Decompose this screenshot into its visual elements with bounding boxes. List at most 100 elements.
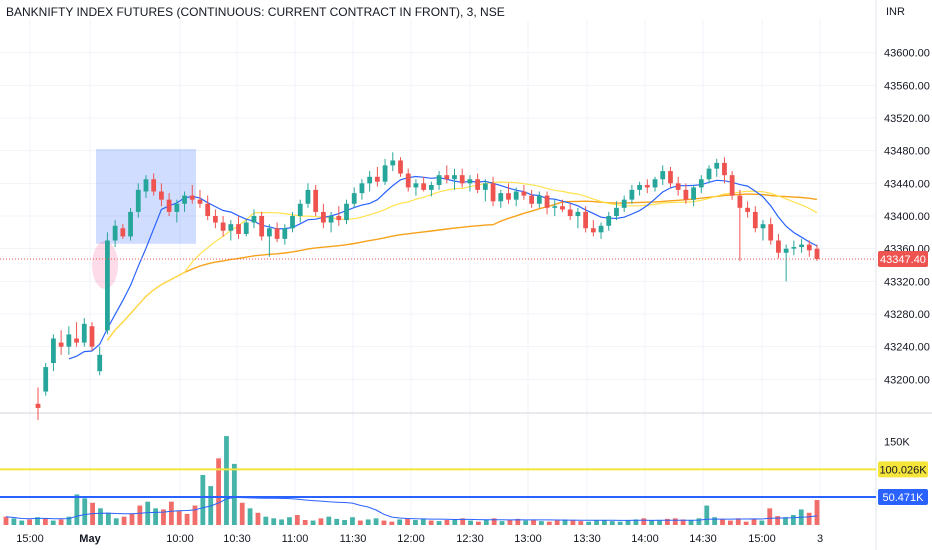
candle-body — [213, 216, 218, 223]
volume-bar — [50, 520, 56, 525]
volume-bar — [570, 520, 576, 525]
candle-body — [737, 195, 743, 208]
volume-bar — [318, 518, 324, 525]
price-tick-label: 43520.00 — [884, 113, 930, 125]
candle-body — [135, 189, 141, 212]
chart-title: BANKNIFTY INDEX FUTURES (CONTINUOUS: CUR… — [6, 5, 505, 19]
candle-body — [606, 216, 612, 226]
time-tick-label: 13:30 — [573, 533, 601, 545]
volume-bar — [168, 501, 174, 525]
candle-body — [722, 162, 727, 176]
volume-bar — [657, 520, 662, 525]
volume-bar — [11, 518, 17, 525]
volume-bar — [515, 518, 521, 525]
candle-body — [374, 176, 380, 182]
volume-bar — [562, 519, 568, 525]
candle-body — [128, 211, 133, 237]
volume-bar — [58, 519, 64, 525]
candle-body — [382, 165, 388, 182]
volume-bar — [113, 518, 119, 525]
volume-bar — [452, 519, 458, 525]
volume-bar — [294, 515, 300, 525]
candle-body — [297, 203, 303, 216]
volume-bar — [712, 517, 718, 525]
volume-bar — [3, 516, 9, 525]
candle-body — [282, 228, 288, 239]
volume-bar — [554, 520, 560, 525]
candle-body — [521, 191, 527, 196]
candle-body — [367, 176, 373, 184]
volume-reference-tag — [878, 488, 928, 505]
volume-bar — [594, 520, 599, 525]
volume-bar — [82, 498, 88, 525]
candle-body — [398, 160, 403, 174]
candle-body — [513, 191, 519, 200]
candle-body — [320, 211, 326, 223]
candle-body — [506, 193, 511, 200]
candle-body — [529, 195, 535, 204]
volume-bar — [397, 519, 403, 525]
candle-body — [405, 173, 411, 188]
volume-bar — [783, 517, 788, 525]
time-tick-label: 15:00 — [16, 533, 44, 545]
volume-reference-label: 100.026K — [879, 464, 927, 476]
candle-body — [305, 189, 311, 204]
volume-bar — [602, 520, 607, 525]
candle-body — [776, 240, 781, 253]
candle-body — [614, 207, 619, 216]
volume-bar — [664, 518, 670, 525]
candle-body — [683, 189, 689, 200]
candle-body — [544, 195, 550, 208]
candle-body — [220, 222, 226, 231]
time-tick-label: 10:00 — [166, 533, 194, 545]
last-price-tag — [878, 250, 928, 267]
time-tick-label: 12:30 — [456, 533, 484, 545]
volume-bar — [145, 501, 151, 525]
candle-body — [328, 216, 334, 223]
candle-body — [698, 179, 704, 188]
candle-body — [482, 183, 488, 190]
candle-body — [444, 175, 450, 180]
candle-body — [637, 184, 642, 190]
volume-bar — [633, 519, 639, 525]
candle-body — [35, 403, 41, 408]
volume-tick-label: 150K — [884, 437, 910, 449]
candle-body — [251, 216, 257, 223]
highlight-ellipse — [92, 241, 118, 289]
candle-body — [560, 206, 565, 210]
candle-body — [752, 211, 758, 229]
candle-body — [51, 338, 56, 363]
time-tick-label: 11:00 — [282, 533, 309, 545]
candle-body — [644, 184, 650, 188]
candle-body — [691, 187, 696, 200]
candle-body — [768, 224, 774, 241]
time-tick-label: 15:00 — [748, 533, 776, 545]
volume-bar — [405, 518, 410, 525]
candle-body — [583, 211, 589, 229]
candle-body — [66, 334, 72, 347]
candle-body — [814, 248, 820, 259]
volume-bar — [350, 517, 355, 525]
candle-body — [259, 216, 265, 237]
volume-bar — [641, 518, 647, 525]
volume-bar — [271, 518, 277, 525]
price-tick-label: 43240.00 — [884, 342, 930, 354]
volume-bar — [468, 520, 473, 525]
volume-bar — [609, 521, 615, 525]
volume-bar — [767, 508, 773, 525]
volume-bar — [617, 521, 623, 525]
volume-bar — [263, 516, 269, 525]
volume-bar — [365, 519, 371, 525]
volume-bar — [625, 520, 631, 525]
volume-bar — [507, 520, 513, 525]
volume-bar — [743, 521, 749, 525]
candle-body — [112, 225, 118, 241]
volume-bar — [310, 520, 316, 525]
volume-bar — [231, 463, 237, 525]
candle-body — [43, 367, 49, 392]
candle-body — [336, 216, 342, 221]
volume-bar — [74, 494, 80, 525]
time-tick-label: 3 — [817, 533, 823, 545]
